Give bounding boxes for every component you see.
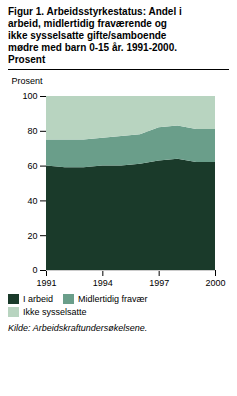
svg-text:0: 0 — [32, 265, 37, 275]
svg-text:20: 20 — [27, 231, 37, 241]
svg-text:2000: 2000 — [205, 278, 225, 288]
html-text:Kilde: Arbeidskraftundersøkels: Kilde: Arbeidskraftundersøkelsene. — [8, 323, 148, 333]
svg-text:100: 100 — [22, 91, 37, 101]
html-text:Figur 1. Arbeidsstyrkestatus:: Figur 1. Arbeidsstyrkestatus: Andel i ar… — [8, 6, 182, 65]
svg-text:1997: 1997 — [149, 278, 169, 288]
svg-text:1994: 1994 — [93, 278, 113, 288]
svg-text:60: 60 — [27, 161, 37, 171]
html-text:I arbeid: I arbeid — [23, 294, 53, 304]
svg-text:40: 40 — [27, 196, 37, 206]
svg-text:80: 80 — [27, 126, 37, 136]
html-text:Ikke sysselsatte: Ikke sysselsatte — [23, 307, 87, 317]
html-text:Midlertidig fravær: Midlertidig fravær — [78, 294, 148, 304]
svg-text:Prosent: Prosent — [12, 76, 44, 86]
svg-text:1991: 1991 — [36, 278, 56, 288]
